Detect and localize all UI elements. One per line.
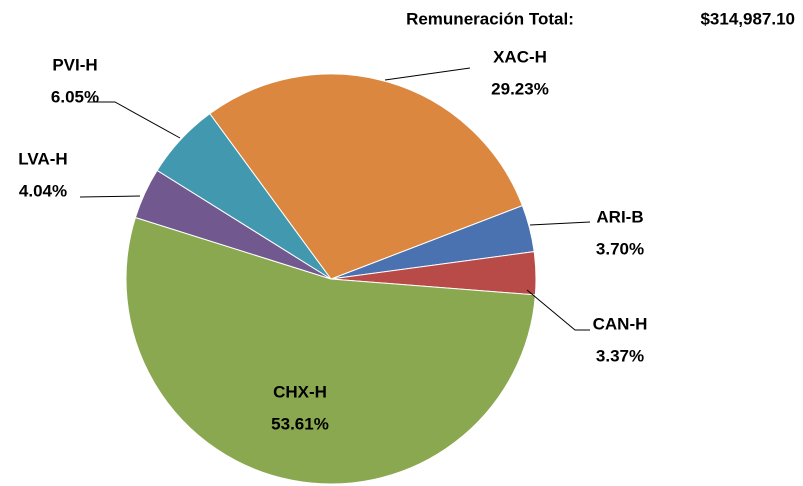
slice-value-label: 29.23% — [491, 79, 549, 98]
slice-label: XAC-H — [493, 47, 547, 66]
slice-value-label: 3.37% — [596, 346, 644, 365]
pie — [125, 73, 537, 485]
slice-label: CHX-H — [273, 382, 327, 401]
pie-slice — [209, 73, 524, 280]
leader-line — [384, 67, 471, 81]
slice-label: LVA-H — [18, 149, 67, 168]
leader-lines — [79, 67, 591, 331]
leader-line — [529, 221, 591, 226]
leader-line — [79, 195, 141, 198]
slice-value-label: 6.05% — [51, 87, 99, 106]
leader-line — [88, 101, 181, 139]
slice-value-label: 3.70% — [596, 239, 644, 258]
slice-label: ARI-B — [596, 207, 643, 226]
slice-value-label: 53.61% — [271, 414, 329, 433]
slice-label: PVI-H — [52, 55, 97, 74]
pie-slice — [125, 216, 536, 485]
slice-label: CAN-H — [593, 314, 648, 333]
leader-line — [526, 289, 590, 331]
header-label: Remuneración Total: — [406, 9, 574, 28]
slice-value-label: 4.04% — [19, 181, 67, 200]
header-value: $314,987.10 — [700, 9, 795, 28]
